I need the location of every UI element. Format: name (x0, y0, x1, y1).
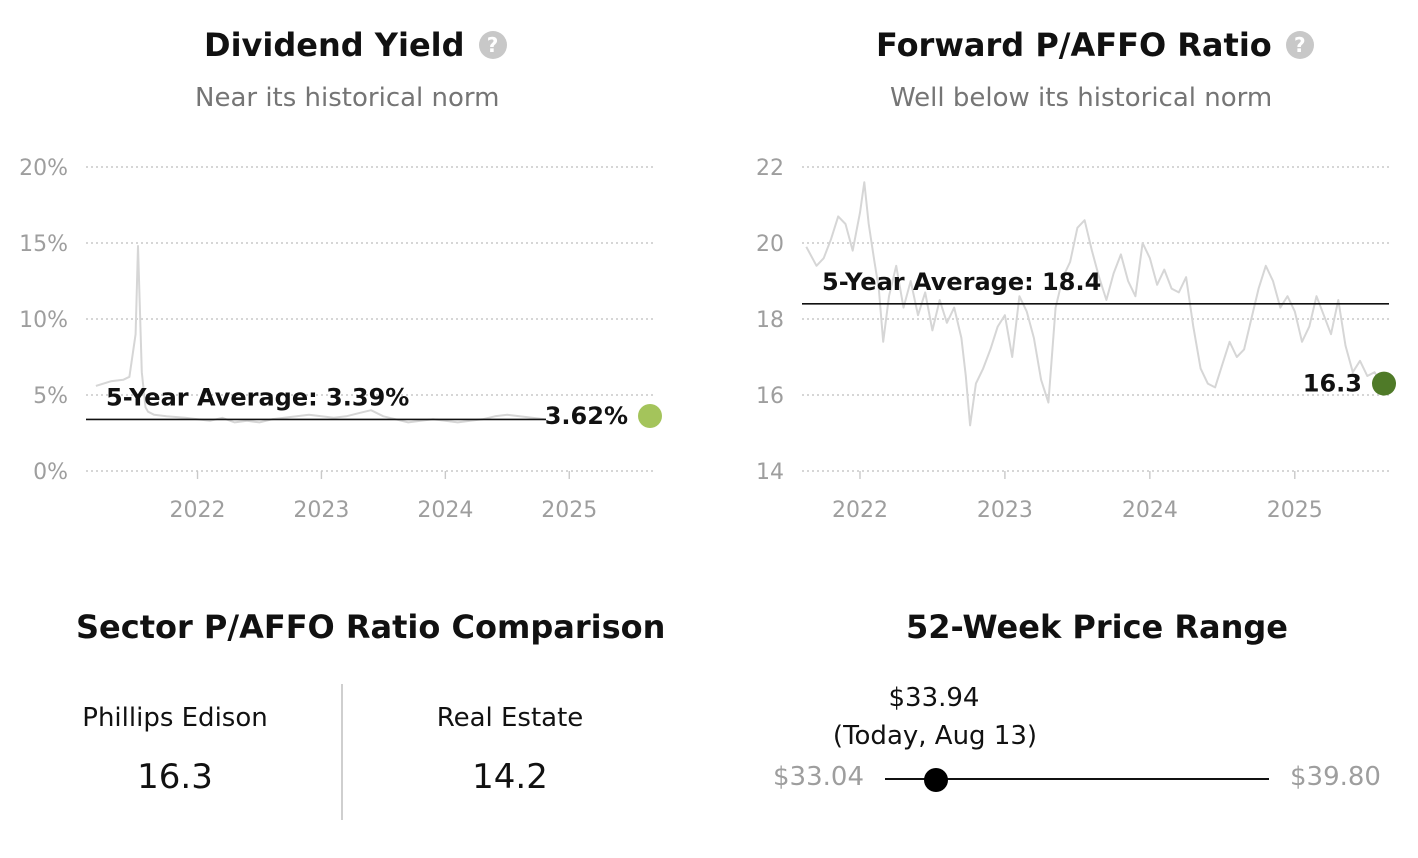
dividend-yield-chart: 0% 5% 10% 15% 20% 2022 2023 2024 2025 5-Year Aver… (19, 156, 662, 523)
y-tick-label: 22 (756, 156, 784, 181)
sector-item-value: 16.3 (137, 757, 213, 797)
average-label: 5-Year Average: 3.39% (106, 383, 409, 411)
sector-item-name: Real Estate (436, 703, 584, 733)
sector-item-value: 14.2 (472, 757, 548, 797)
range-current-marker (924, 768, 949, 792)
series-line (95, 245, 545, 424)
x-tick-label: 2024 (1122, 498, 1178, 523)
current-value-label: 3.62% (545, 402, 628, 430)
average-label: 5-Year Average: 18.4 (822, 268, 1101, 296)
x-tick-label: 2023 (293, 498, 349, 523)
y-tick-label: 0% (33, 460, 68, 485)
x-tick-label: 2022 (832, 498, 888, 523)
pafo-ratio-title-text: Forward P/AFFO Ratio (876, 26, 1272, 64)
y-tick-label: 15% (19, 232, 68, 257)
range-track (885, 778, 1269, 780)
current-date-label: (Today, Aug 13) (832, 721, 1038, 751)
current-value-dot (1372, 371, 1396, 396)
dividend-yield-title-text: Dividend Yield (204, 26, 465, 64)
y-tick-label: 5% (33, 384, 68, 409)
dividend-yield-subtitle: Near its historical norm (195, 83, 500, 113)
sector-divider (341, 684, 343, 820)
range-low-label: $33.04 (773, 762, 864, 792)
sector-item-name: Phillips Edison (82, 703, 268, 733)
y-tick-label: 20% (19, 156, 68, 181)
current-value-label: 16.3 (1303, 370, 1362, 398)
y-tick-label: 20 (756, 232, 784, 257)
question-circle-icon[interactable]: ? (1285, 31, 1314, 59)
y-tick-label: 16 (756, 384, 784, 409)
y-tick-label: 18 (756, 308, 784, 333)
x-tick-label: 2023 (977, 498, 1033, 523)
pafo-ratio-subtitle: Well below its historical norm (890, 83, 1273, 113)
pafo-ratio-title: Forward P/AFFO Ratio? (876, 26, 1314, 64)
y-tick-label: 14 (756, 460, 784, 485)
current-value-dot (638, 403, 662, 428)
y-tick-label: 10% (19, 308, 68, 333)
x-tick-label: 2022 (170, 498, 226, 523)
x-tick-label: 2024 (417, 498, 473, 523)
question-circle-icon[interactable]: ? (478, 31, 507, 59)
current-price-label: $33.94 (888, 683, 980, 713)
x-tick-label: 2025 (1267, 498, 1323, 523)
sector-comparison-title: Sector P/AFFO Ratio Comparison (76, 608, 666, 646)
x-tick-label: 2025 (541, 498, 597, 523)
range-high-label: $39.80 (1290, 762, 1381, 792)
dividend-yield-title: Dividend Yield? (204, 26, 507, 64)
price-range-title: 52-Week Price Range (906, 608, 1288, 646)
